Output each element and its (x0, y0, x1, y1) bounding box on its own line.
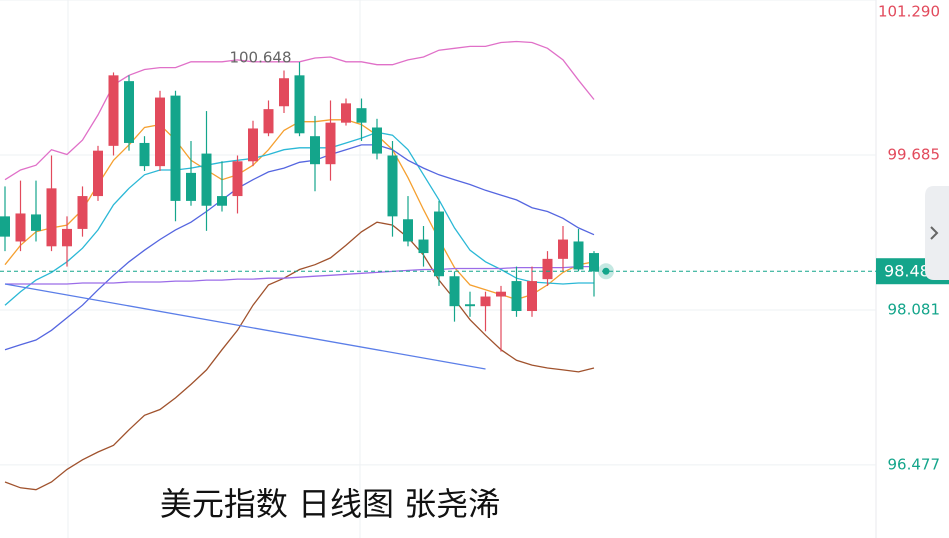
candle-body (558, 239, 568, 259)
candle-body (325, 122, 336, 165)
candle-body (573, 241, 584, 270)
candle-body (511, 281, 522, 312)
indicator-line (4, 283, 486, 370)
indicator-line (4, 131, 594, 306)
candle-body (124, 81, 134, 143)
candle-body (139, 142, 150, 167)
candle-body (387, 155, 398, 217)
candle-body (232, 161, 243, 197)
indicator-line (4, 221, 595, 491)
candle-body (263, 109, 274, 134)
collapse-button[interactable] (925, 186, 949, 280)
last-price-dot (602, 267, 610, 275)
candle-body (465, 304, 475, 307)
candle-body (93, 150, 103, 197)
indicator-line (5, 265, 594, 285)
candle-body (356, 108, 367, 123)
indicator-line (4, 144, 595, 351)
candle-body (279, 78, 289, 107)
candle-body (0, 216, 10, 237)
candle-body (449, 276, 460, 307)
candle-body (170, 95, 181, 201)
candle-body (418, 239, 429, 254)
candle-body (217, 196, 227, 206)
candle-body (15, 213, 26, 242)
candle-body (155, 97, 165, 167)
candle-body (527, 281, 537, 312)
candle-body (434, 211, 444, 277)
candle-body (201, 153, 212, 206)
candle-body (31, 214, 41, 231)
candle-body (589, 253, 599, 272)
candle-body (248, 128, 258, 162)
candle-body (542, 258, 553, 280)
candle-body (496, 291, 506, 297)
candle-body (108, 75, 119, 146)
candle-body (62, 228, 72, 247)
y-tick-label: 101.290 (878, 3, 940, 21)
candle-body (46, 188, 57, 247)
y-tick-label: 98.081 (888, 300, 941, 318)
candle-body (310, 136, 320, 165)
candle-body (403, 219, 413, 242)
indicator-line (4, 40, 595, 181)
y-tick-label: 99.685 (888, 146, 941, 164)
candle-body (372, 127, 382, 154)
chart-title: 美元指数 日线图 张尧浠 (160, 485, 500, 523)
candle-body (480, 296, 491, 307)
y-tick-label: 96.477 (888, 455, 941, 473)
candle-body (294, 75, 305, 134)
candle-body (186, 172, 196, 201)
candle-body (77, 196, 88, 229)
max-label: 100.648 (229, 49, 291, 67)
candle-body (341, 103, 351, 123)
